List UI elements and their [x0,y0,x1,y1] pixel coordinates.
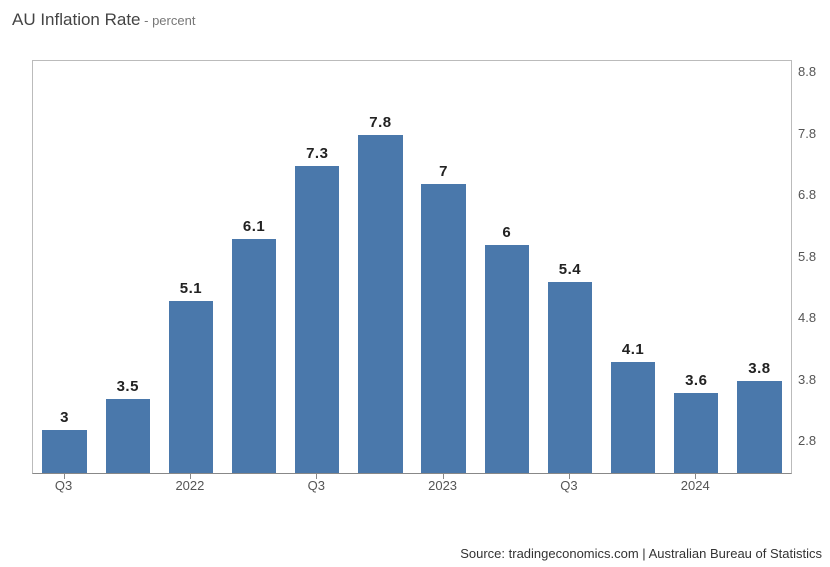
y-tick: 8.8 [798,64,830,79]
y-tick: 4.8 [798,310,830,325]
bar-label: 7.3 [306,145,328,162]
x-tick: Q3 [55,478,72,493]
x-tick: 2024 [681,478,710,493]
chart-title-main: AU Inflation Rate [12,10,141,29]
bar [232,239,276,473]
x-tick-mark [64,473,65,479]
bar [421,184,465,473]
bar-label: 3.8 [748,360,770,377]
bar [169,301,213,473]
bar [485,245,529,473]
y-tick: 3.8 [798,372,830,387]
x-tick: 2023 [428,478,457,493]
bar-label: 7.8 [369,114,391,131]
bar [358,135,402,473]
x-tick-mark [443,473,444,479]
bar [295,166,339,473]
bar-label: 4.1 [622,341,644,358]
bar [674,393,718,473]
bar-label: 6 [502,224,511,241]
y-tick: 2.8 [798,433,830,448]
chart-title-sub: - percent [141,13,196,28]
y-tick: 5.8 [798,249,830,264]
bar-label: 7 [439,163,448,180]
x-tick: Q3 [560,478,577,493]
bar [737,381,781,473]
chart-plot-area: 3 3.5 5.1 6.1 7.3 7.8 7 6 5.4 4.1 3.6 3.8 [32,60,792,474]
bar-label: 3 [60,409,69,426]
x-tick-mark [569,473,570,479]
bar-label: 3.6 [685,372,707,389]
x-tick-mark [190,473,191,479]
bar-label: 6.1 [243,218,265,235]
bar-label: 5.1 [180,280,202,297]
y-tick: 7.8 [798,126,830,141]
bar-label: 5.4 [559,261,581,278]
bar-label: 3.5 [117,378,139,395]
x-tick: 2022 [175,478,204,493]
chart-title: AU Inflation Rate - percent [12,10,195,30]
x-tick-mark [695,473,696,479]
bar [106,399,150,473]
x-tick: Q3 [308,478,325,493]
bar [611,362,655,473]
bar [548,282,592,473]
bar [42,430,86,473]
x-tick-mark [316,473,317,479]
y-tick: 6.8 [798,187,830,202]
chart-source: Source: tradingeconomics.com | Australia… [460,546,822,561]
